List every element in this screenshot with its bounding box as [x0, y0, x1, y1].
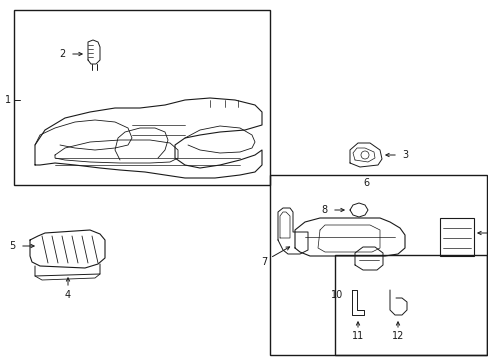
Bar: [269, 175, 486, 355]
Text: 1: 1: [5, 95, 11, 105]
Bar: [334, 255, 486, 355]
Text: 2: 2: [59, 49, 65, 59]
Text: 6: 6: [362, 178, 368, 188]
Text: 8: 8: [320, 205, 326, 215]
Text: 12: 12: [391, 331, 404, 341]
Text: 3: 3: [401, 150, 407, 160]
Text: 5: 5: [9, 241, 15, 251]
Text: 11: 11: [351, 331, 364, 341]
Bar: [439, 218, 473, 256]
Text: 10: 10: [330, 290, 343, 300]
Bar: [14, 10, 269, 185]
Text: 7: 7: [260, 257, 266, 267]
Text: 4: 4: [65, 290, 71, 300]
